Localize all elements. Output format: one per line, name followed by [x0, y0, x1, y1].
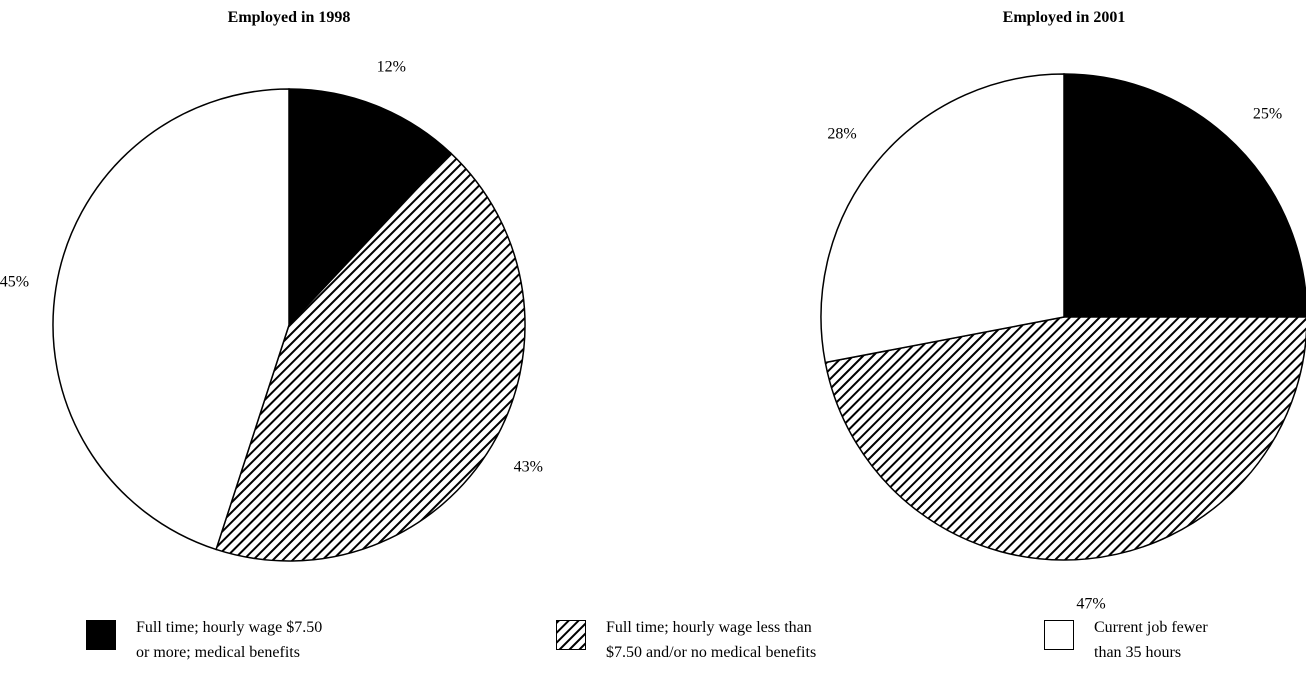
legend-item-part-time: Current job fewer than 35 hours — [1044, 619, 1208, 665]
pie-slice-full_low — [824, 316, 1306, 561]
slice-label-full_high: 25% — [1253, 105, 1282, 122]
legend-item-full-time-low-wage: Full time; hourly wage less than $7.50 a… — [556, 619, 817, 665]
pie-2001: Employed in 2001 25% 47% 28% — [820, 9, 1306, 613]
legend-swatch-white — [1044, 620, 1074, 650]
pie-slice-full_high — [1063, 73, 1306, 318]
chart-title: Employed in 2001 — [1003, 9, 1126, 26]
pie-1998: Employed in 1998 12% 43% 45% — [0, 9, 543, 562]
pie-slice-part_time — [820, 73, 1065, 364]
pie-slice-full_high — [288, 88, 452, 327]
legend-label-line2: than 35 hours — [1094, 644, 1182, 661]
legend-swatch-solid — [86, 620, 116, 650]
slice-label-full_low: 43% — [514, 459, 543, 476]
pie-slice-part_time — [52, 88, 290, 551]
slice-label-full_low: 47% — [1076, 596, 1105, 613]
slice-label-part_time: 45% — [0, 274, 29, 291]
pie-slice-full_low — [215, 151, 526, 562]
legend-label-line2: $7.50 and/or no medical benefits — [606, 644, 817, 661]
legend-label-line1: Current job fewer — [1094, 619, 1208, 636]
legend-item-full-time-high-wage: Full time; hourly wage $7.50 or more; me… — [86, 619, 322, 665]
legend-label-line1: Full time; hourly wage $7.50 — [136, 619, 323, 636]
slice-label-part_time: 28% — [827, 125, 856, 142]
legend-label-line2: or more; medical benefits — [136, 644, 300, 661]
chart-title: Employed in 1998 — [228, 9, 351, 26]
slice-label-full_high: 12% — [377, 59, 406, 76]
legend-swatch-hatched — [556, 620, 586, 650]
legend-label-line1: Full time; hourly wage less than — [606, 619, 812, 636]
